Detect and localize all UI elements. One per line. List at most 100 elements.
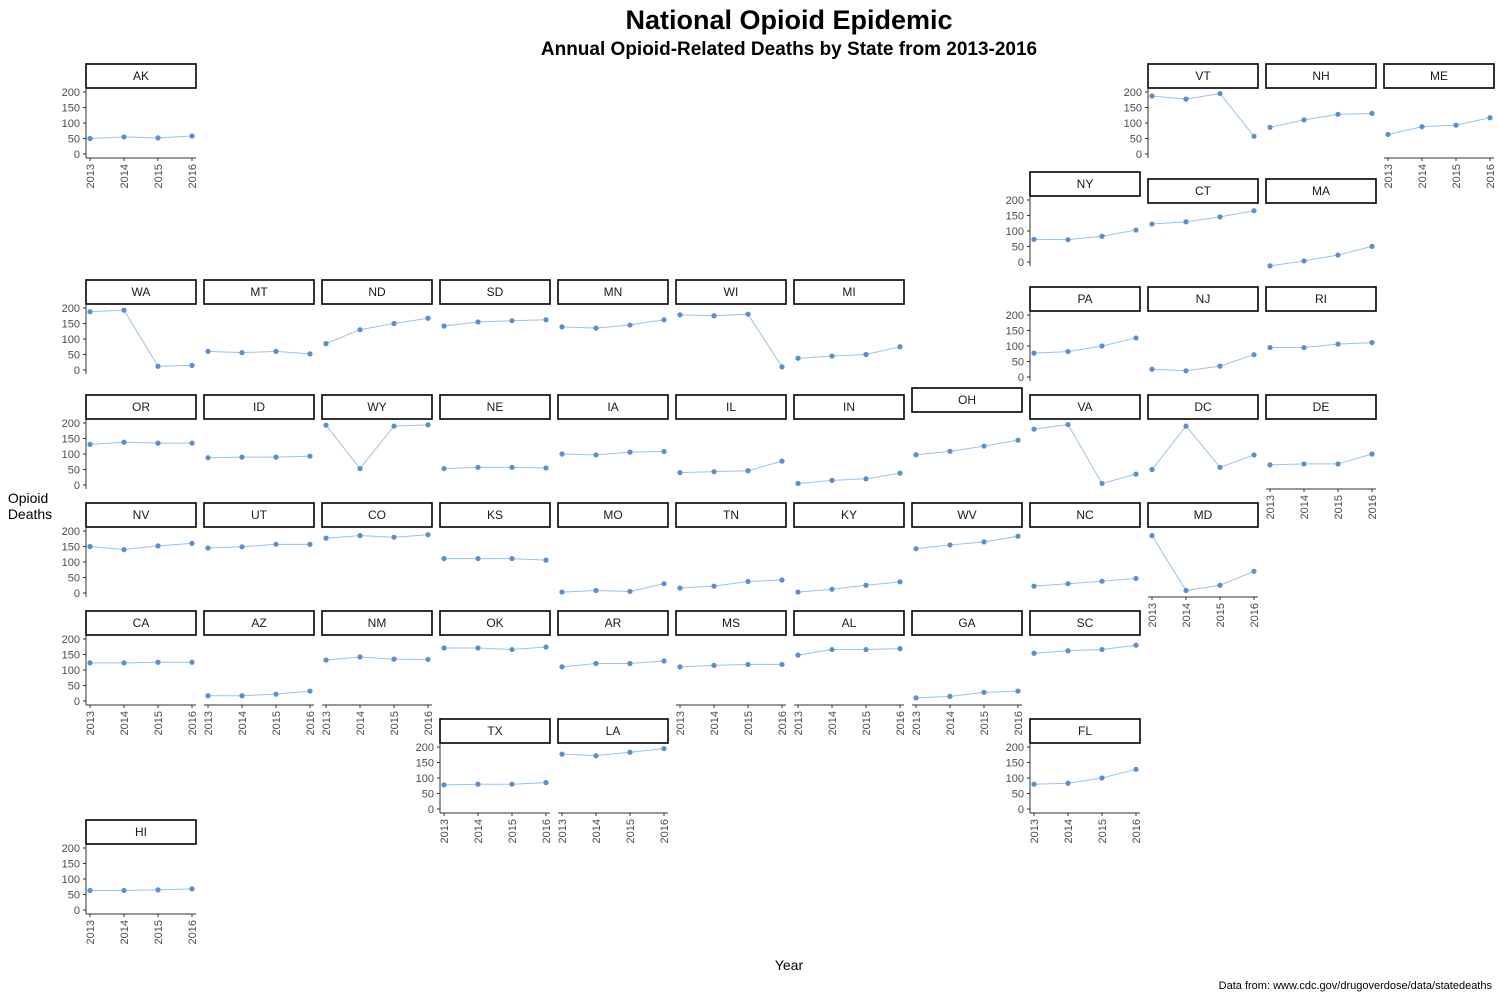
data-point xyxy=(543,780,549,786)
series-line-vt xyxy=(1151,93,1255,137)
data-point xyxy=(391,534,397,540)
data-point xyxy=(711,662,717,668)
series-line-de xyxy=(1269,453,1373,466)
data-point xyxy=(677,470,683,476)
x-tick-label: 2014 xyxy=(355,711,367,735)
strip-box xyxy=(557,394,669,420)
data-point xyxy=(627,322,633,328)
data-point xyxy=(627,449,633,455)
y-tick-label: 100 xyxy=(62,334,80,346)
data-point xyxy=(189,440,195,446)
strip-label: ME xyxy=(1430,69,1448,83)
data-point xyxy=(1099,343,1105,349)
data-point xyxy=(1031,650,1037,656)
y-tick-label: 200 xyxy=(1006,742,1024,754)
data-point xyxy=(189,659,195,665)
data-point xyxy=(391,423,397,429)
x-tick-label: 2013 xyxy=(321,711,333,735)
y-tick-label: 150 xyxy=(1006,326,1024,338)
y-tick-label: 150 xyxy=(62,319,80,331)
data-point xyxy=(441,782,447,788)
data-point xyxy=(1267,462,1273,468)
panel-ct: CT xyxy=(1147,178,1259,227)
series-line-nc xyxy=(1033,577,1137,587)
strip-label: SC xyxy=(1077,616,1094,630)
y-tick-label: 50 xyxy=(68,681,80,693)
panel-mn: MN xyxy=(557,279,669,331)
data-point xyxy=(1335,461,1341,467)
x-tick-label: 2015 xyxy=(1215,603,1227,627)
strip-label: HI xyxy=(135,825,147,839)
data-point xyxy=(87,135,93,142)
x-tick-label: 2013 xyxy=(1029,819,1041,843)
strip-label: NY xyxy=(1077,177,1094,191)
y-tick-label: 0 xyxy=(74,480,80,492)
strip-box xyxy=(203,502,315,528)
x-tick-label: 2015 xyxy=(625,819,637,843)
x-tick-label: 2014 xyxy=(1063,819,1075,843)
data-point xyxy=(323,422,329,428)
strip-box xyxy=(793,610,905,636)
strip-label: MS xyxy=(722,616,740,630)
strip-label: RI xyxy=(1315,292,1327,306)
x-tick-label: 2013 xyxy=(911,711,923,735)
y-tick-label: 100 xyxy=(1006,773,1024,785)
series-line-nm xyxy=(325,656,429,661)
series-line-tn xyxy=(679,579,783,589)
strip-label: WY xyxy=(367,400,386,414)
data-point xyxy=(559,451,565,457)
strip-box xyxy=(85,279,197,305)
x-tick-label: 2015 xyxy=(153,164,165,188)
x-tick-label: 2016 xyxy=(659,819,671,843)
data-point xyxy=(661,581,667,587)
x-axis-title: Year xyxy=(775,957,804,973)
data-point xyxy=(863,351,869,358)
data-point xyxy=(913,695,919,701)
series-line-mi xyxy=(797,346,901,359)
panel-ky: KY xyxy=(793,502,905,595)
data-point xyxy=(661,745,667,752)
data-point xyxy=(1301,258,1307,264)
data-point xyxy=(795,652,801,658)
data-point xyxy=(677,312,683,318)
panel-wy: WY xyxy=(321,394,433,472)
data-point xyxy=(829,646,835,653)
strip-box xyxy=(1147,63,1259,89)
data-point xyxy=(1267,263,1273,269)
data-point xyxy=(1133,642,1139,648)
y-tick-label: 100 xyxy=(1006,341,1024,353)
strip-label: MA xyxy=(1312,184,1330,198)
panel-mt: MT xyxy=(203,279,315,357)
data-point xyxy=(205,348,211,354)
data-point xyxy=(593,753,599,759)
data-point xyxy=(1149,221,1155,227)
panel-ri: RI xyxy=(1265,286,1377,351)
data-point xyxy=(1369,243,1375,249)
series-line-fl xyxy=(1033,768,1137,785)
data-point xyxy=(509,781,515,787)
data-point xyxy=(1099,646,1105,653)
data-point xyxy=(425,422,431,428)
data-point xyxy=(273,691,279,697)
data-point xyxy=(593,325,599,331)
data-point xyxy=(1301,344,1307,351)
data-point xyxy=(1217,214,1223,220)
panel-la: LA 2013 2014 2015 2016 xyxy=(557,718,671,843)
strip-box xyxy=(85,819,197,845)
data-point xyxy=(1335,341,1341,347)
data-point xyxy=(1335,252,1341,258)
series-line-mo xyxy=(561,583,665,593)
x-tick-label: 2014 xyxy=(591,819,603,843)
series-line-hi xyxy=(90,888,193,891)
series-line-la xyxy=(561,748,665,757)
strip-label: OK xyxy=(486,616,503,630)
data-point xyxy=(947,448,953,454)
strip-box xyxy=(1029,171,1141,197)
data-point xyxy=(947,542,953,548)
data-point xyxy=(357,654,363,660)
strip-label: TX xyxy=(487,724,502,738)
y-tick-label: 50 xyxy=(1012,789,1024,801)
data-point xyxy=(795,589,801,595)
series-line-ri xyxy=(1270,342,1373,349)
